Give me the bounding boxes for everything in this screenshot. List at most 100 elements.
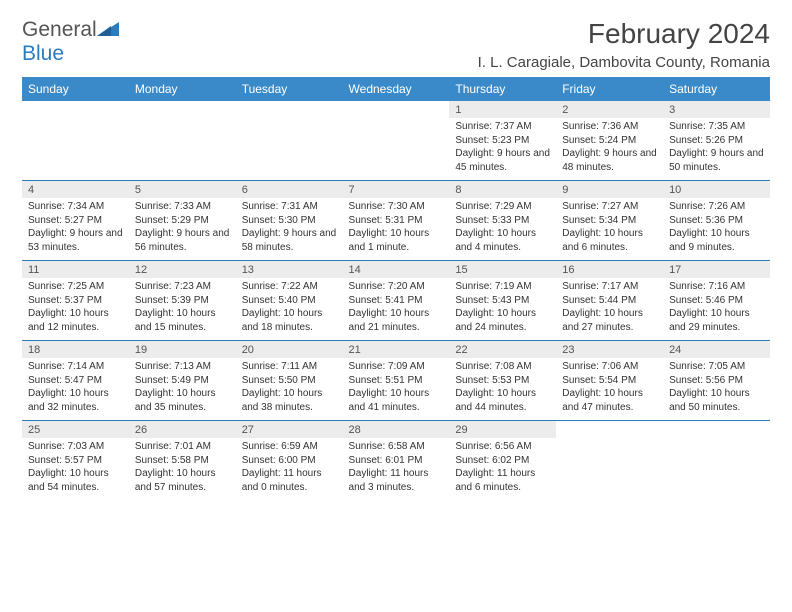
sunset-text: Sunset: 5:54 PM xyxy=(562,374,657,388)
calendar-cell: 10Sunrise: 7:26 AMSunset: 5:36 PMDayligh… xyxy=(663,181,770,261)
dow-header: Tuesday xyxy=(236,77,343,101)
sunset-text: Sunset: 5:46 PM xyxy=(669,294,764,308)
daylight-text: Daylight: 11 hours and 6 minutes. xyxy=(455,467,550,494)
calendar-cell: 26Sunrise: 7:01 AMSunset: 5:58 PMDayligh… xyxy=(129,421,236,501)
day-body: Sunrise: 7:06 AMSunset: 5:54 PMDaylight:… xyxy=(556,358,663,420)
dow-header: Wednesday xyxy=(343,77,450,101)
sunrise-text: Sunrise: 7:36 AM xyxy=(562,120,657,134)
dow-header: Friday xyxy=(556,77,663,101)
sunrise-text: Sunrise: 7:14 AM xyxy=(28,360,123,374)
sunset-text: Sunset: 5:58 PM xyxy=(135,454,230,468)
calendar-cell: 11Sunrise: 7:25 AMSunset: 5:37 PMDayligh… xyxy=(22,261,129,341)
sunset-text: Sunset: 5:34 PM xyxy=(562,214,657,228)
sunset-text: Sunset: 5:26 PM xyxy=(669,134,764,148)
sunrise-text: Sunrise: 7:06 AM xyxy=(562,360,657,374)
calendar-cell: 9Sunrise: 7:27 AMSunset: 5:34 PMDaylight… xyxy=(556,181,663,261)
day-number: 16 xyxy=(556,261,663,278)
day-number: 21 xyxy=(343,341,450,358)
calendar-body: 1Sunrise: 7:37 AMSunset: 5:23 PMDaylight… xyxy=(22,101,770,500)
daylight-text: Daylight: 10 hours and 27 minutes. xyxy=(562,307,657,334)
sunrise-text: Sunrise: 7:17 AM xyxy=(562,280,657,294)
daylight-text: Daylight: 9 hours and 50 minutes. xyxy=(669,147,764,174)
dow-header: Sunday xyxy=(22,77,129,101)
calendar: SundayMondayTuesdayWednesdayThursdayFrid… xyxy=(22,77,770,500)
dow-header: Thursday xyxy=(449,77,556,101)
sunset-text: Sunset: 5:51 PM xyxy=(349,374,444,388)
day-number: 4 xyxy=(22,181,129,198)
sunrise-text: Sunrise: 7:22 AM xyxy=(242,280,337,294)
calendar-cell xyxy=(22,101,129,181)
sunrise-text: Sunrise: 7:01 AM xyxy=(135,440,230,454)
daylight-text: Daylight: 10 hours and 38 minutes. xyxy=(242,387,337,414)
day-body: Sunrise: 7:14 AMSunset: 5:47 PMDaylight:… xyxy=(22,358,129,420)
day-number: 25 xyxy=(22,421,129,438)
day-body: Sunrise: 7:08 AMSunset: 5:53 PMDaylight:… xyxy=(449,358,556,420)
daylight-text: Daylight: 9 hours and 48 minutes. xyxy=(562,147,657,174)
sunset-text: Sunset: 5:24 PM xyxy=(562,134,657,148)
day-number: 26 xyxy=(129,421,236,438)
sunrise-text: Sunrise: 7:27 AM xyxy=(562,200,657,214)
sunset-text: Sunset: 5:31 PM xyxy=(349,214,444,228)
day-body: Sunrise: 7:09 AMSunset: 5:51 PMDaylight:… xyxy=(343,358,450,420)
calendar-cell xyxy=(129,101,236,181)
calendar-cell: 7Sunrise: 7:30 AMSunset: 5:31 PMDaylight… xyxy=(343,181,450,261)
calendar-cell: 22Sunrise: 7:08 AMSunset: 5:53 PMDayligh… xyxy=(449,341,556,421)
calendar-cell xyxy=(236,101,343,181)
daylight-text: Daylight: 10 hours and 41 minutes. xyxy=(349,387,444,414)
sunset-text: Sunset: 5:47 PM xyxy=(28,374,123,388)
calendar-cell: 28Sunrise: 6:58 AMSunset: 6:01 PMDayligh… xyxy=(343,421,450,501)
day-body: Sunrise: 7:23 AMSunset: 5:39 PMDaylight:… xyxy=(129,278,236,340)
day-number: 20 xyxy=(236,341,343,358)
day-body: Sunrise: 7:33 AMSunset: 5:29 PMDaylight:… xyxy=(129,198,236,260)
day-body: Sunrise: 7:34 AMSunset: 5:27 PMDaylight:… xyxy=(22,198,129,260)
day-body: Sunrise: 7:35 AMSunset: 5:26 PMDaylight:… xyxy=(663,118,770,180)
day-body: Sunrise: 7:20 AMSunset: 5:41 PMDaylight:… xyxy=(343,278,450,340)
day-body: Sunrise: 7:27 AMSunset: 5:34 PMDaylight:… xyxy=(556,198,663,260)
calendar-cell: 27Sunrise: 6:59 AMSunset: 6:00 PMDayligh… xyxy=(236,421,343,501)
sunrise-text: Sunrise: 7:23 AM xyxy=(135,280,230,294)
calendar-cell: 13Sunrise: 7:22 AMSunset: 5:40 PMDayligh… xyxy=(236,261,343,341)
daylight-text: Daylight: 9 hours and 58 minutes. xyxy=(242,227,337,254)
calendar-head: SundayMondayTuesdayWednesdayThursdayFrid… xyxy=(22,77,770,101)
calendar-cell: 25Sunrise: 7:03 AMSunset: 5:57 PMDayligh… xyxy=(22,421,129,501)
calendar-cell: 15Sunrise: 7:19 AMSunset: 5:43 PMDayligh… xyxy=(449,261,556,341)
day-number: 24 xyxy=(663,341,770,358)
calendar-cell: 24Sunrise: 7:05 AMSunset: 5:56 PMDayligh… xyxy=(663,341,770,421)
day-body: Sunrise: 7:01 AMSunset: 5:58 PMDaylight:… xyxy=(129,438,236,500)
sunset-text: Sunset: 5:56 PM xyxy=(669,374,764,388)
calendar-cell: 12Sunrise: 7:23 AMSunset: 5:39 PMDayligh… xyxy=(129,261,236,341)
calendar-cell: 5Sunrise: 7:33 AMSunset: 5:29 PMDaylight… xyxy=(129,181,236,261)
sunrise-text: Sunrise: 7:19 AM xyxy=(455,280,550,294)
sunset-text: Sunset: 5:29 PM xyxy=(135,214,230,228)
day-number: 22 xyxy=(449,341,556,358)
sunset-text: Sunset: 5:33 PM xyxy=(455,214,550,228)
sunset-text: Sunset: 5:30 PM xyxy=(242,214,337,228)
sunset-text: Sunset: 5:40 PM xyxy=(242,294,337,308)
day-body: Sunrise: 7:16 AMSunset: 5:46 PMDaylight:… xyxy=(663,278,770,340)
calendar-cell: 20Sunrise: 7:11 AMSunset: 5:50 PMDayligh… xyxy=(236,341,343,421)
sunset-text: Sunset: 5:41 PM xyxy=(349,294,444,308)
calendar-cell xyxy=(663,421,770,501)
daylight-text: Daylight: 10 hours and 44 minutes. xyxy=(455,387,550,414)
sunset-text: Sunset: 5:44 PM xyxy=(562,294,657,308)
day-number: 2 xyxy=(556,101,663,118)
calendar-cell: 23Sunrise: 7:06 AMSunset: 5:54 PMDayligh… xyxy=(556,341,663,421)
daylight-text: Daylight: 10 hours and 54 minutes. xyxy=(28,467,123,494)
day-body: Sunrise: 7:31 AMSunset: 5:30 PMDaylight:… xyxy=(236,198,343,260)
dow-header: Saturday xyxy=(663,77,770,101)
day-number: 7 xyxy=(343,181,450,198)
daylight-text: Daylight: 10 hours and 21 minutes. xyxy=(349,307,444,334)
sunset-text: Sunset: 5:43 PM xyxy=(455,294,550,308)
header: General Blue February 2024 I. L. Caragia… xyxy=(22,18,770,71)
calendar-cell: 4Sunrise: 7:34 AMSunset: 5:27 PMDaylight… xyxy=(22,181,129,261)
daylight-text: Daylight: 10 hours and 15 minutes. xyxy=(135,307,230,334)
calendar-cell: 8Sunrise: 7:29 AMSunset: 5:33 PMDaylight… xyxy=(449,181,556,261)
sunset-text: Sunset: 6:01 PM xyxy=(349,454,444,468)
day-body: Sunrise: 7:03 AMSunset: 5:57 PMDaylight:… xyxy=(22,438,129,500)
calendar-cell xyxy=(343,101,450,181)
day-number: 27 xyxy=(236,421,343,438)
day-number: 9 xyxy=(556,181,663,198)
day-body: Sunrise: 7:11 AMSunset: 5:50 PMDaylight:… xyxy=(236,358,343,420)
sunrise-text: Sunrise: 7:29 AM xyxy=(455,200,550,214)
day-body: Sunrise: 7:22 AMSunset: 5:40 PMDaylight:… xyxy=(236,278,343,340)
